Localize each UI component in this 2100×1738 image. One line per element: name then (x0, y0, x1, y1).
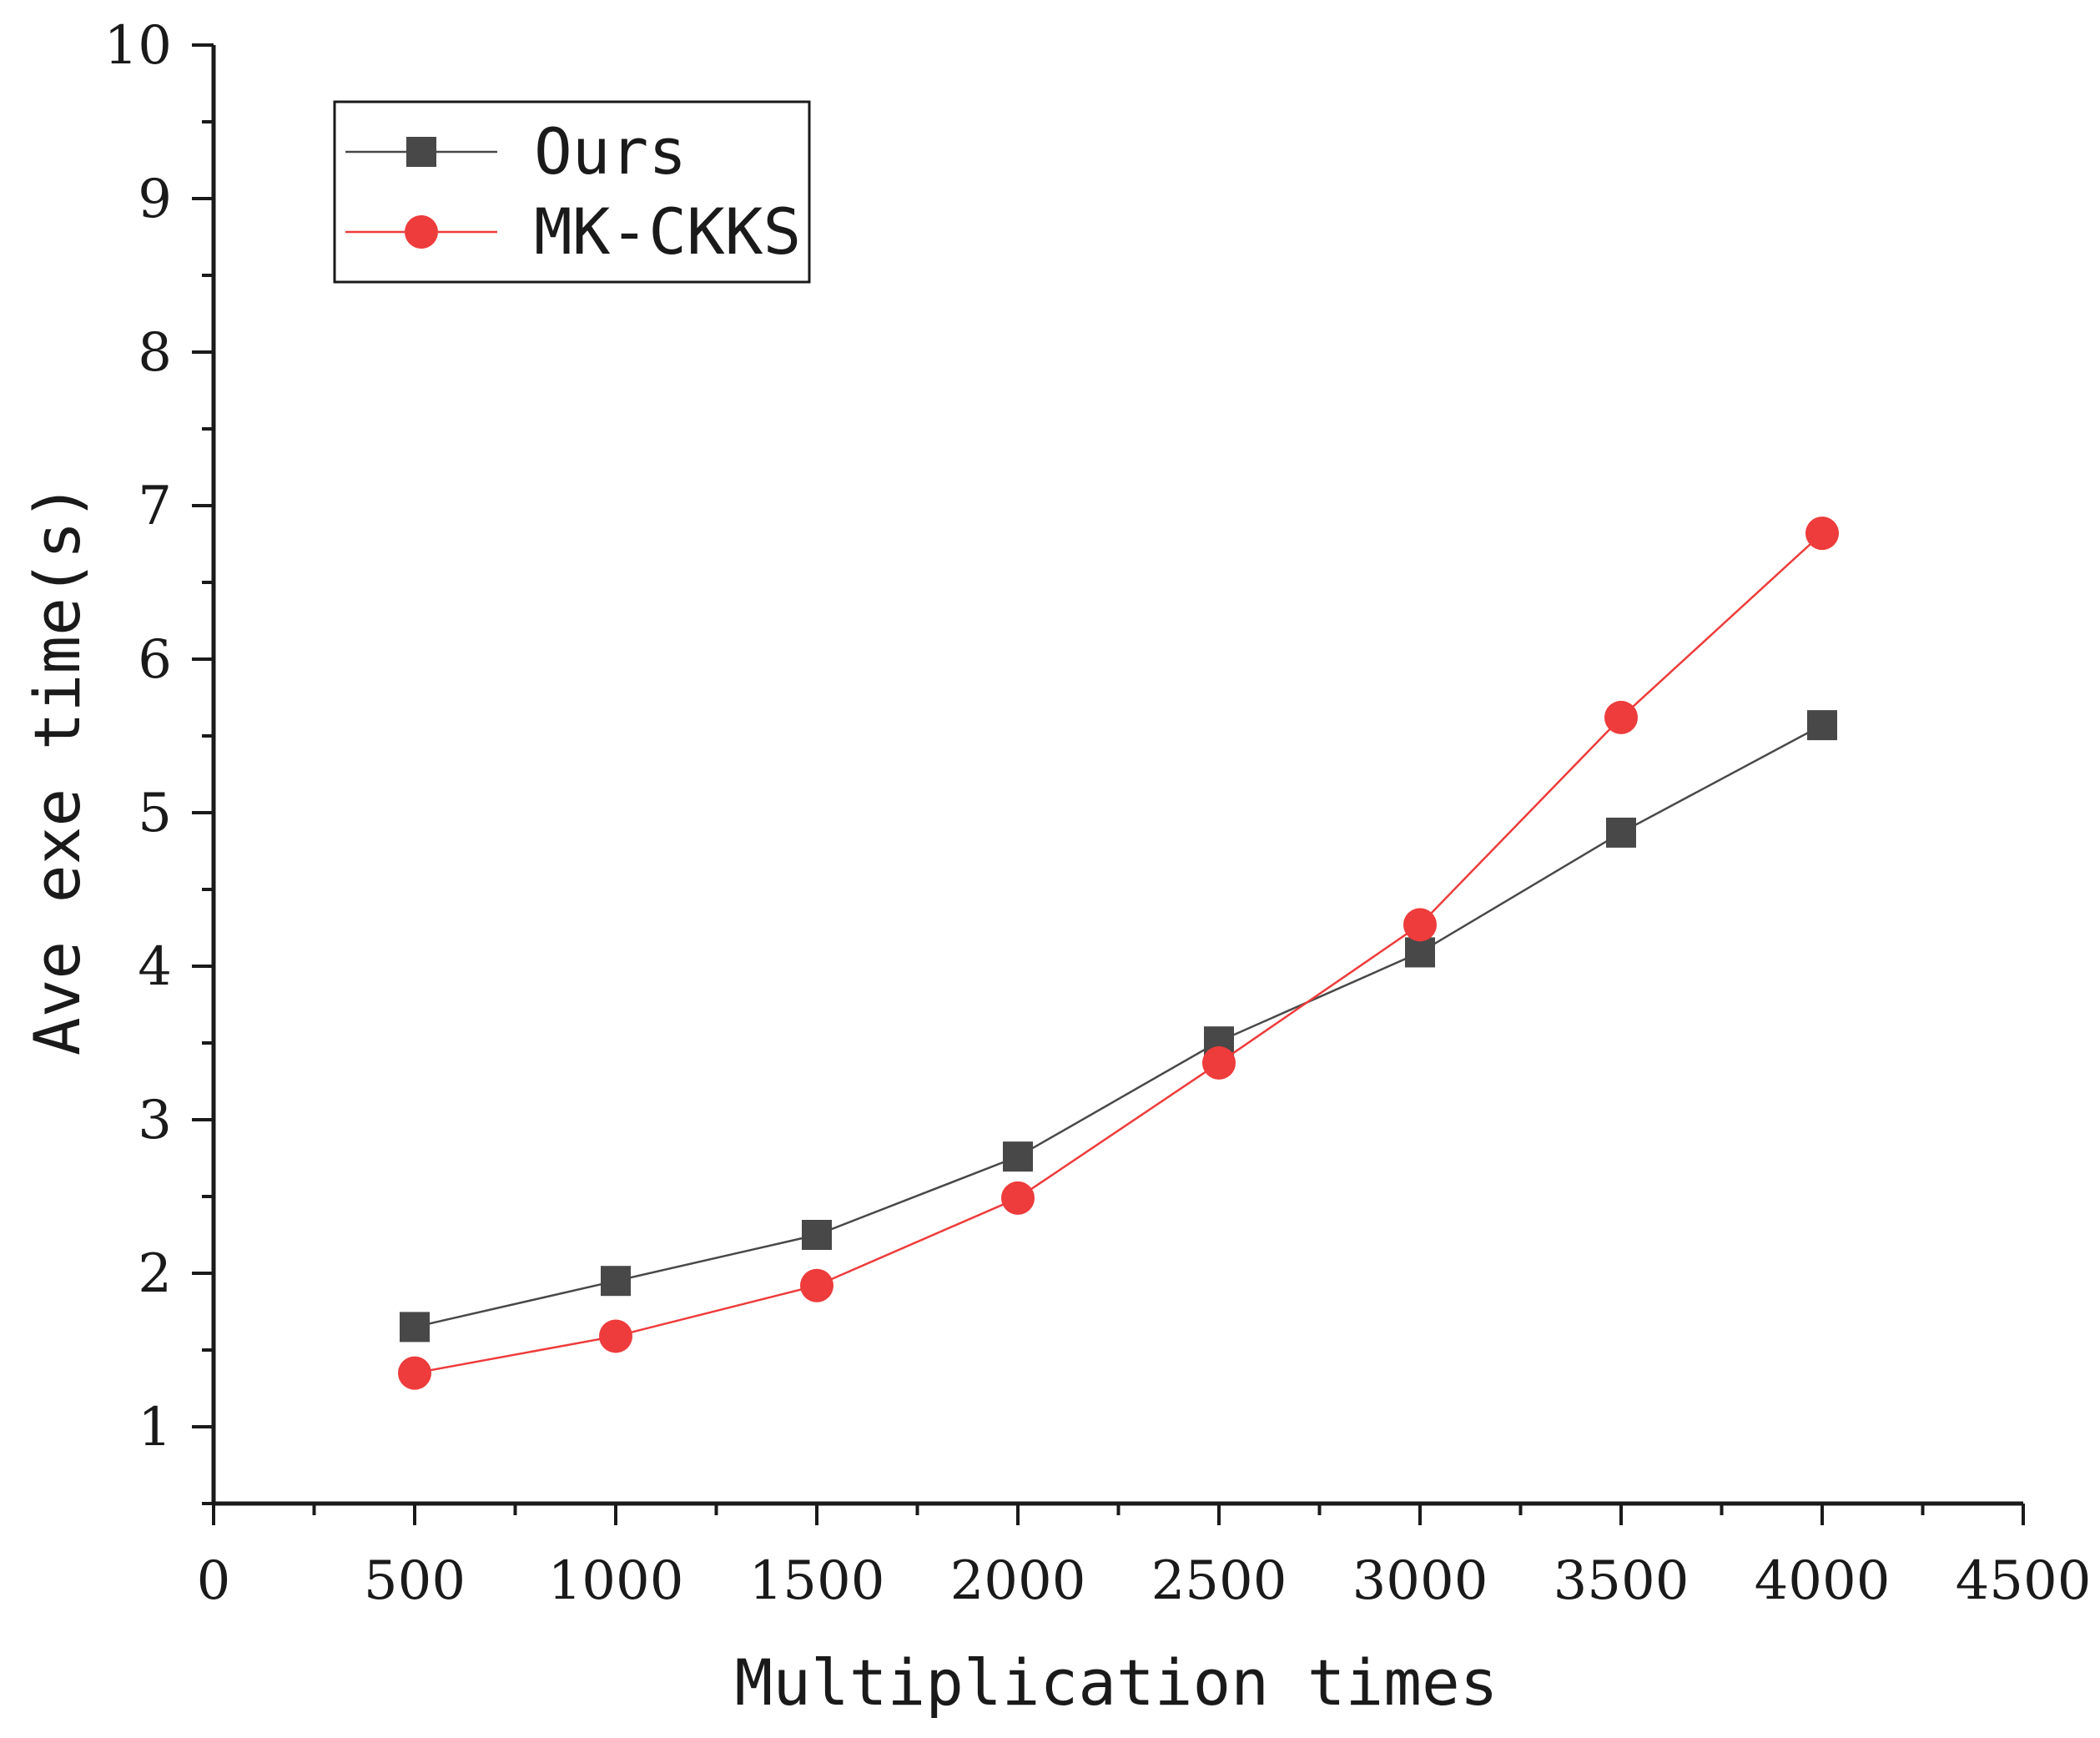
x-tick-label: 3000 (1352, 1550, 1488, 1612)
y-tick-label: 6 (138, 629, 172, 691)
data-point-ours (400, 1312, 430, 1343)
y-tick-label: 4 (138, 936, 172, 998)
data-point-mk-ckks (398, 1356, 431, 1390)
x-tick-label: 3500 (1554, 1550, 1690, 1612)
y-tick-label: 7 (138, 476, 172, 537)
legend-marker-mk-ckks (405, 215, 438, 249)
data-point-mk-ckks (1805, 516, 1839, 551)
data-point-ours (1405, 937, 1435, 968)
y-tick-label: 9 (138, 169, 172, 230)
data-point-mk-ckks (1001, 1181, 1035, 1215)
x-tick-label: 4000 (1755, 1550, 1891, 1612)
legend-box (333, 100, 811, 284)
series-layer (398, 516, 1839, 1390)
data-point-ours (601, 1266, 631, 1297)
y-tick-label: 2 (138, 1243, 172, 1305)
x-tick-label: 500 (364, 1550, 466, 1612)
x-axis-title: Multiplication times (734, 1645, 1498, 1720)
data-point-ours (1807, 710, 1837, 741)
data-point-ours (1606, 817, 1636, 848)
x-tick-label: 4500 (1956, 1550, 2092, 1612)
data-point-mk-ckks (599, 1319, 632, 1353)
axes: 0 500 1000 1500 2000 2500 3000 3500 4000 4500 1 2 3 4… (104, 15, 2092, 1612)
legend-label-ours: Ours (534, 114, 687, 189)
y-tick-label: 1 (138, 1397, 172, 1458)
y-tick-label: 10 (104, 15, 172, 77)
x-tick-label: 2000 (950, 1550, 1086, 1612)
series-line-mk-ckks (414, 532, 1823, 1374)
data-point-mk-ckks (1202, 1045, 1236, 1080)
data-point-mk-ckks (1604, 700, 1638, 734)
x-tick-label: 1500 (749, 1550, 885, 1612)
legend-marker-ours (406, 137, 436, 167)
y-axis-title: Ave exe time(s) (20, 483, 94, 1055)
data-point-mk-ckks (800, 1268, 833, 1302)
y-tick-label: 3 (138, 1090, 172, 1151)
x-tick-label: 2500 (1151, 1550, 1287, 1612)
y-tick-label: 5 (138, 783, 172, 844)
x-tick-label: 0 (197, 1550, 231, 1612)
y-tick-label: 8 (138, 322, 172, 384)
data-point-mk-ckks (1403, 908, 1437, 942)
legend-label-mk-ckks: MK-CKKS (534, 194, 801, 269)
data-point-ours (802, 1220, 832, 1250)
series-line-ours (414, 724, 1823, 1328)
data-point-ours (1003, 1141, 1033, 1172)
x-tick-label: 1000 (548, 1550, 684, 1612)
